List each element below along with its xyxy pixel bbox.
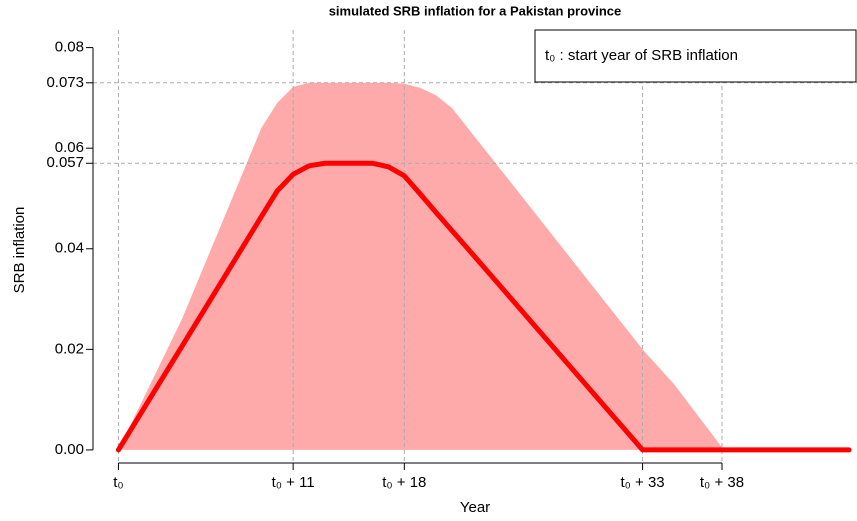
x-tick-label: t₀ + 11 bbox=[272, 474, 315, 491]
line bbox=[115, 160, 852, 453]
y-tick-label: 0.073 bbox=[46, 74, 84, 91]
x-tick-label: t₀ + 33 bbox=[620, 474, 664, 491]
y-tick-label: 0.06 bbox=[55, 139, 84, 156]
legend-box bbox=[534, 29, 857, 83]
legend-text: t₀ : start year of SRB inflation bbox=[545, 47, 738, 64]
x-tick-label: t₀ + 18 bbox=[382, 474, 426, 491]
x-axis-label: Year bbox=[460, 499, 490, 516]
x-tick-label: t₀ bbox=[113, 474, 123, 491]
x-tick-label: t₀ + 38 bbox=[700, 474, 744, 491]
y-tick-label: 0.00 bbox=[55, 441, 84, 458]
y-tick-label: 0.02 bbox=[55, 340, 84, 357]
chart-title: simulated SRB inflation for a Pakistan p… bbox=[329, 3, 622, 18]
y-tick-label: 0.04 bbox=[55, 240, 84, 257]
y-tick-label: 0.057 bbox=[46, 154, 84, 171]
y-tick-label: 0.08 bbox=[55, 39, 84, 56]
y-axis-label: SRB inflation bbox=[11, 207, 28, 294]
